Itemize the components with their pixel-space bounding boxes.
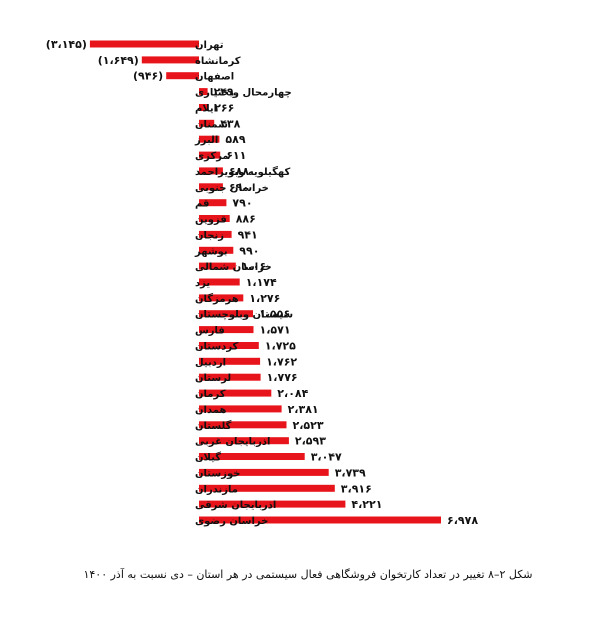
value-label: ۶۱۱: [226, 149, 246, 162]
value-label: ۵۸۹: [225, 133, 245, 146]
category-label: خوزستان: [195, 468, 240, 479]
bar: [199, 516, 441, 524]
category-label: اذربایجان شرقی: [195, 500, 276, 511]
category-label: زنجان: [195, 230, 224, 241]
category-label: هرمزگان: [195, 292, 239, 305]
bar: [199, 278, 240, 286]
value-label: ۳،۷۳۹: [335, 466, 366, 479]
value-label: ۲۶۶: [214, 102, 234, 115]
bar: [199, 119, 215, 127]
category-label: اصفهان: [195, 72, 234, 83]
bar: [199, 437, 289, 445]
value-label: ۱،۷۲۵: [265, 340, 296, 353]
bar: [199, 405, 282, 413]
value-label: ۹۴۱: [238, 228, 258, 241]
value-label: ۸۸۶: [236, 213, 256, 226]
category-label: کردستان: [195, 342, 239, 353]
value-label: ۴۳۸: [220, 117, 240, 130]
bar: [199, 484, 335, 492]
value-label: ۶۸۸: [229, 165, 249, 178]
value-label: ۴،۲۲۱: [351, 498, 382, 511]
category-label: ایلام: [195, 104, 217, 115]
bar: [199, 421, 287, 429]
bar: [199, 199, 227, 207]
bar: [89, 40, 199, 48]
value-label: ۱،۵۵۶: [259, 308, 290, 321]
category-label: خراسان شمالی: [195, 262, 272, 273]
category-label: خراسان رضوی: [195, 516, 268, 527]
category-label: البرز: [194, 135, 218, 146]
value-label: ۱،۲۷۶: [249, 292, 280, 305]
value-label: ۲،۵۲۳: [293, 419, 324, 432]
bar: [199, 342, 259, 349]
value-label: ۲،۳۸۱: [288, 403, 319, 416]
category-label: بوشهر: [194, 246, 228, 257]
category-label: کرمانشاه: [195, 56, 241, 67]
value-label: ۲۴۹: [214, 86, 234, 99]
bar: [199, 310, 253, 318]
bar: [199, 262, 236, 270]
figure-caption: شکل ۲–۸ تغییر در تعداد کارتخوان فروشگاهی…: [83, 568, 533, 581]
bar: [166, 72, 199, 80]
value-label: (۳،۱۴۵): [46, 38, 87, 51]
bar: [199, 135, 220, 143]
category-label: اذربایجان غربی: [195, 437, 270, 448]
bar: [199, 104, 209, 111]
value-label: ۱،۷۷۶: [267, 371, 298, 384]
value-label: ۳،۹۱۶: [341, 482, 372, 495]
value-label: (۹۴۶): [133, 70, 163, 83]
category-label: فارس: [195, 326, 225, 337]
category-label: لرستان: [195, 373, 231, 384]
value-label: ۶۹۰: [229, 181, 249, 194]
value-label: ۱،۰۶۰: [242, 260, 273, 273]
value-label: ۱،۷۶۲: [266, 355, 297, 368]
category-label: گلستان: [195, 419, 232, 432]
bar: [199, 230, 232, 238]
category-label: همدان: [195, 405, 226, 416]
bar: [199, 167, 223, 175]
bar: [141, 56, 199, 64]
bar: [199, 389, 272, 397]
bar: [199, 215, 230, 222]
value-label: (۱،۶۴۹): [98, 54, 139, 67]
category-label: مازندران: [195, 484, 238, 495]
bar: [199, 183, 223, 191]
bar: [199, 151, 221, 159]
bar: [199, 468, 329, 476]
value-label: ۶،۹۷۸: [447, 514, 478, 527]
bar: [199, 246, 234, 254]
value-label: ۱،۵۷۱: [260, 324, 291, 337]
bar: [199, 453, 305, 460]
bar: [199, 500, 346, 508]
category-label: اردبیل: [195, 357, 226, 368]
value-label: ۲،۰۸۴: [277, 387, 308, 400]
category-label: کرمان: [195, 389, 226, 400]
bar: [199, 326, 254, 334]
bar: [199, 373, 261, 381]
category-label: مرکزی: [195, 151, 229, 162]
bar: [199, 88, 208, 96]
category-label: قزوین: [195, 215, 227, 226]
category-label: یزد: [195, 278, 210, 289]
category-label: چهارمحال وبختیاری: [195, 88, 292, 99]
value-label: ۷۹۰: [232, 197, 252, 210]
value-label: ۲،۵۹۳: [295, 435, 326, 448]
category-label: تهران: [195, 40, 224, 51]
bar: [199, 294, 244, 302]
value-label: ۱،۱۷۴: [246, 276, 277, 289]
category-label: سیستان وبلوچستان: [195, 310, 293, 321]
value-label: ۳،۰۴۷: [311, 451, 342, 464]
category-label: سمنان: [195, 119, 228, 130]
category-label: گیلان: [195, 451, 221, 464]
category-label: خراسان جنوبی: [195, 183, 269, 194]
category-label: قم: [195, 199, 209, 210]
bar: [199, 357, 261, 365]
value-label: ۹۹۰: [239, 244, 259, 257]
category-label: کهگیلویه وبویراحمد: [195, 165, 290, 178]
